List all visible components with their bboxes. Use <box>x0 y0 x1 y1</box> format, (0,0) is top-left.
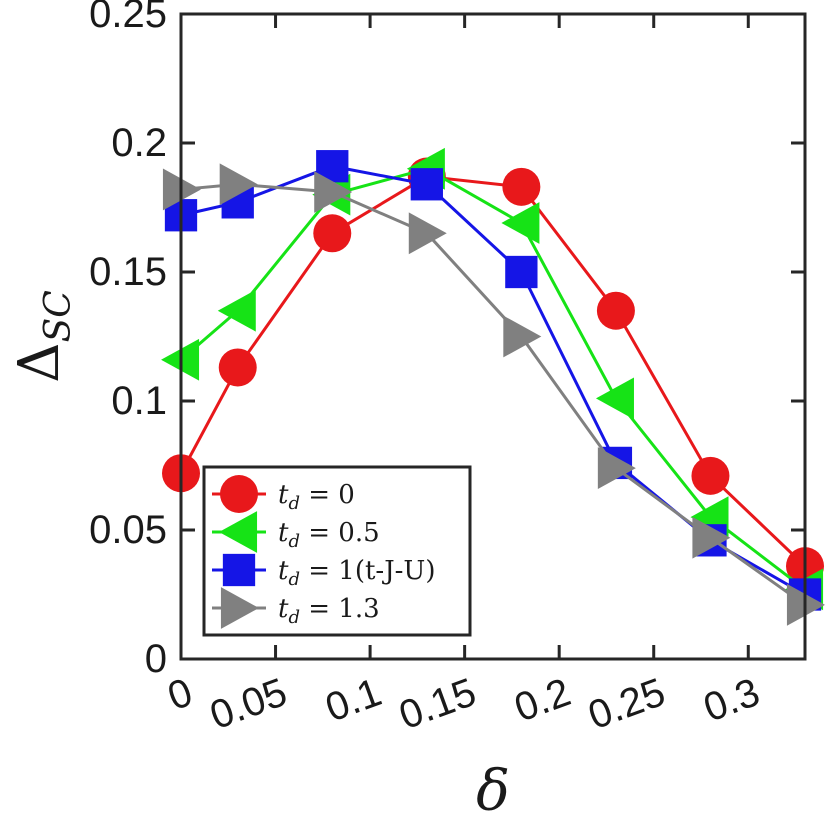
series-4 <box>162 163 825 626</box>
legend-label-var: t <box>278 594 289 624</box>
x-tick-label: 0.3 <box>698 670 765 730</box>
series-line <box>179 174 807 568</box>
data-point <box>597 447 636 489</box>
legend-label-sub: d <box>288 493 300 514</box>
legend-label: td = 1.3 <box>278 594 380 628</box>
data-point <box>408 212 447 255</box>
x-tick-label: 0.15 <box>394 670 482 738</box>
data-point <box>505 255 538 289</box>
data-point <box>410 168 443 201</box>
data-point <box>503 315 542 358</box>
x-tick-label: 0.05 <box>204 670 292 738</box>
x-axis-label: δ <box>476 759 510 822</box>
legend-label: td = 0.5 <box>278 518 380 552</box>
y-tick-label: 0.2 <box>111 121 167 165</box>
legend-marker <box>222 553 256 587</box>
x-tick-label: 0.25 <box>583 670 671 738</box>
legend-label-rest: = 1(t-J-U) <box>300 556 436 586</box>
y-tick-label: 0.1 <box>111 379 167 423</box>
legend-item: td = 1.3 <box>212 587 380 629</box>
legend-label-sub: d <box>288 607 300 628</box>
legend-marker <box>219 511 258 553</box>
y-axis-label-sub: SC <box>38 290 79 342</box>
data-point <box>313 214 352 253</box>
legend-label-rest: = 0.5 <box>300 518 380 548</box>
data-point <box>217 289 256 332</box>
data-point <box>501 202 540 244</box>
y-tick-label: 0 <box>145 637 167 681</box>
data-point <box>502 167 541 206</box>
plot-frame <box>179 12 807 661</box>
legend-label-rest: = 0 <box>300 480 355 510</box>
data-point <box>692 516 731 559</box>
x-tick-label: 0.2 <box>509 670 576 730</box>
x-tick-label: 0 <box>162 670 198 719</box>
legend-marker <box>220 475 258 513</box>
y-tick-label: 0.25 <box>89 0 167 36</box>
data-point <box>218 348 257 387</box>
legend-label-var: t <box>278 556 289 586</box>
y-axis-label: ΔSC <box>7 290 79 383</box>
legend-marker <box>220 587 259 629</box>
legend-item: td = 0.5 <box>212 511 380 553</box>
y-axis-label-main: Δ <box>7 342 72 382</box>
data-point <box>314 171 353 213</box>
tick-labels-group: 0 0.05 0.1 0.15 0.2 0.25 0.300.050.10.150.20.2… <box>89 0 765 738</box>
data-point <box>219 163 258 206</box>
data-point <box>596 291 635 330</box>
legend-label-sub: d <box>288 531 300 552</box>
legend-label-rest: = 1.3 <box>300 594 380 624</box>
legend-label-sub: d <box>288 569 300 590</box>
legend-label: td = 1(t-J-U) <box>278 556 435 590</box>
legend-item: td = 1(t-J-U) <box>212 553 435 590</box>
legend-label-var: t <box>278 518 289 548</box>
axis-labels-group: δ ΔSC <box>7 290 510 824</box>
x-tick-label: 0.1 <box>320 670 387 730</box>
y-tick-label: 0.15 <box>89 250 167 294</box>
y-tick-label: 0.05 <box>89 508 167 552</box>
legend-label: td = 0 <box>278 480 355 514</box>
legend: td = 0td = 0.5td = 1(t-J-U)td = 1.3 <box>202 465 472 637</box>
data-point <box>691 456 730 495</box>
legend-item: td = 0 <box>212 475 355 514</box>
data-point <box>595 377 634 420</box>
legend-label-var: t <box>278 480 289 510</box>
